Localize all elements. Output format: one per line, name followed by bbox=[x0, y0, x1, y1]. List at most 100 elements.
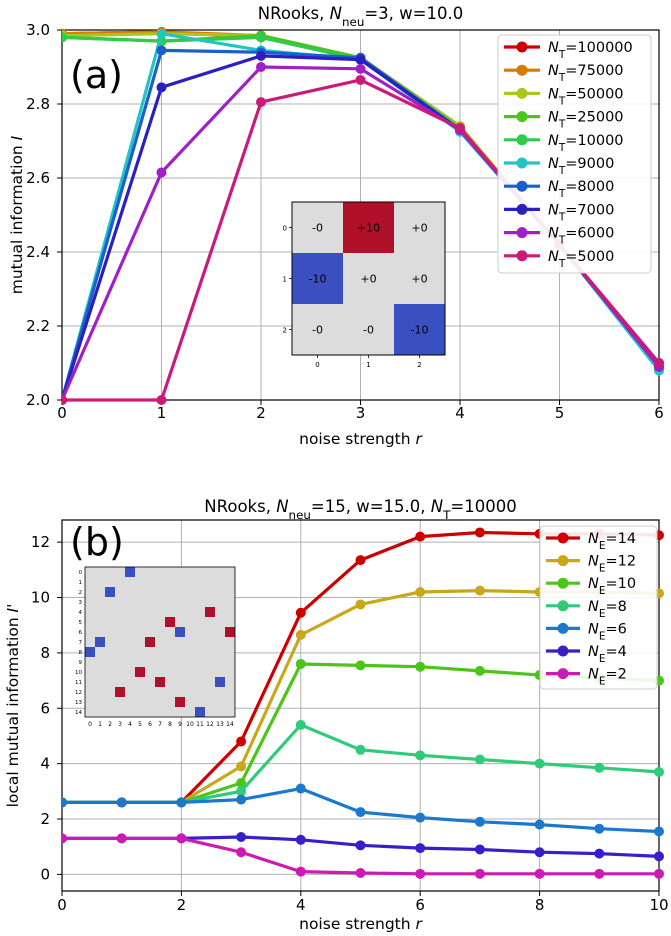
text-span: N bbox=[548, 226, 559, 242]
text-span: =100000 bbox=[565, 40, 633, 56]
text-span: N bbox=[588, 667, 599, 683]
text-span: N bbox=[548, 202, 559, 218]
text-span: =9000 bbox=[565, 156, 614, 172]
text-span: E bbox=[599, 563, 606, 575]
heatmap-x-tick-label: 1 bbox=[366, 361, 370, 369]
legend-label: NT=7000 bbox=[548, 202, 614, 223]
text-span: N bbox=[276, 497, 288, 516]
text-span: NRooks, bbox=[258, 4, 330, 23]
y-tick-label: 2.4 bbox=[26, 243, 50, 261]
heatmap-cell-label: +0 bbox=[411, 222, 427, 235]
data-point bbox=[474, 868, 485, 879]
heatmap-cell bbox=[105, 587, 115, 597]
heatmap-y-tick-label: 6 bbox=[79, 630, 83, 636]
x-tick-label: 6 bbox=[415, 896, 425, 914]
data-point bbox=[236, 794, 247, 805]
heatmap-cell-label: +10 bbox=[357, 222, 380, 235]
data-point bbox=[474, 665, 485, 676]
heatmap-cell bbox=[343, 304, 394, 355]
text-span: N bbox=[588, 531, 599, 547]
data-point bbox=[594, 762, 605, 773]
data-point bbox=[355, 868, 366, 879]
text-span: =8000 bbox=[565, 179, 614, 195]
y-tick-label: 2.8 bbox=[26, 95, 50, 113]
legend-label: NT=100000 bbox=[548, 40, 633, 61]
text-span: =12 bbox=[605, 554, 636, 570]
legend: NT=100000NT=75000NT=50000NT=25000NT=1000… bbox=[497, 34, 652, 274]
heatmap-x-tick-label: 9 bbox=[178, 721, 182, 728]
heatmap-cell bbox=[165, 617, 175, 627]
text-span: N bbox=[548, 40, 559, 56]
data-point bbox=[455, 123, 465, 134]
data-point bbox=[236, 786, 247, 797]
data-point bbox=[256, 97, 266, 108]
legend-marker bbox=[516, 87, 528, 99]
heatmap-cell-label: -0 bbox=[363, 324, 374, 337]
text-span: I' bbox=[4, 604, 22, 613]
heatmap-y-tick-label: 10 bbox=[75, 670, 82, 676]
text-span: N bbox=[548, 86, 559, 102]
heatmap-cell bbox=[205, 607, 215, 617]
heatmap-cell-label: -10 bbox=[309, 273, 327, 286]
heatmap-y-tick-label: 2 bbox=[283, 327, 287, 335]
text-span: T bbox=[558, 95, 566, 107]
text-span: T bbox=[558, 165, 566, 177]
data-point bbox=[654, 826, 664, 837]
y-axis-label: mutual information I bbox=[8, 135, 26, 294]
text-span: =7000 bbox=[565, 202, 614, 218]
heatmap-x-tick-label: 11 bbox=[196, 721, 204, 728]
text-span: N bbox=[548, 249, 559, 265]
heatmap-y-tick-label: 5 bbox=[79, 620, 83, 626]
data-point bbox=[474, 527, 485, 538]
legend-label: NT=8000 bbox=[548, 179, 614, 200]
legend-label: NE=8 bbox=[588, 599, 627, 620]
text-span: =50000 bbox=[565, 86, 623, 102]
data-point bbox=[594, 868, 605, 879]
text-span: E bbox=[599, 608, 606, 620]
heatmap-cell bbox=[343, 253, 394, 304]
text-span: N bbox=[588, 554, 599, 570]
heatmap-y-tick-label: 14 bbox=[75, 710, 82, 716]
data-point bbox=[295, 658, 306, 669]
heatmap-x-tick-label: 4 bbox=[128, 721, 132, 728]
heatmap-x-tick-label: 1 bbox=[98, 721, 102, 728]
x-tick-label: 0 bbox=[57, 404, 67, 422]
data-point bbox=[295, 607, 306, 618]
data-point bbox=[534, 819, 545, 830]
text-span: T bbox=[558, 119, 566, 131]
text-span: =10 bbox=[605, 576, 636, 592]
data-point bbox=[156, 45, 167, 56]
legend-label: NE=10 bbox=[588, 576, 636, 597]
legend-label: NE=6 bbox=[588, 621, 627, 642]
text-span: noise strength bbox=[299, 430, 415, 448]
heatmap-x-tick-label: 12 bbox=[206, 721, 214, 728]
x-tick-label: 4 bbox=[455, 404, 465, 422]
data-point bbox=[62, 395, 67, 405]
text-span: =25000 bbox=[565, 110, 623, 126]
data-point bbox=[62, 833, 67, 844]
heatmap-x-tick-label: 2 bbox=[108, 721, 112, 728]
heatmap-y-tick-label: 1 bbox=[283, 276, 287, 284]
data-point bbox=[116, 797, 127, 808]
y-tick-label: 10 bbox=[31, 589, 50, 607]
legend-marker bbox=[516, 203, 528, 215]
x-tick-label: 5 bbox=[555, 404, 565, 422]
heatmap-y-tick-label: 11 bbox=[75, 680, 82, 686]
data-point bbox=[355, 54, 366, 65]
heatmap-cell bbox=[195, 707, 205, 717]
y-tick-label: 0 bbox=[40, 865, 50, 883]
legend-label: NT=75000 bbox=[548, 63, 624, 84]
data-point bbox=[415, 531, 426, 542]
heatmap-cell bbox=[343, 202, 394, 253]
y-tick-label: 4 bbox=[40, 755, 50, 773]
data-point bbox=[355, 660, 366, 671]
text-span: T bbox=[558, 142, 566, 154]
data-point bbox=[295, 783, 306, 794]
data-point bbox=[415, 750, 426, 761]
data-point bbox=[236, 832, 247, 843]
heatmap-cell bbox=[95, 637, 105, 647]
text-span: NRooks, bbox=[204, 497, 276, 516]
text-span: N bbox=[330, 4, 342, 23]
x-tick-label: 0 bbox=[57, 896, 67, 914]
legend-label: NT=6000 bbox=[548, 226, 614, 247]
